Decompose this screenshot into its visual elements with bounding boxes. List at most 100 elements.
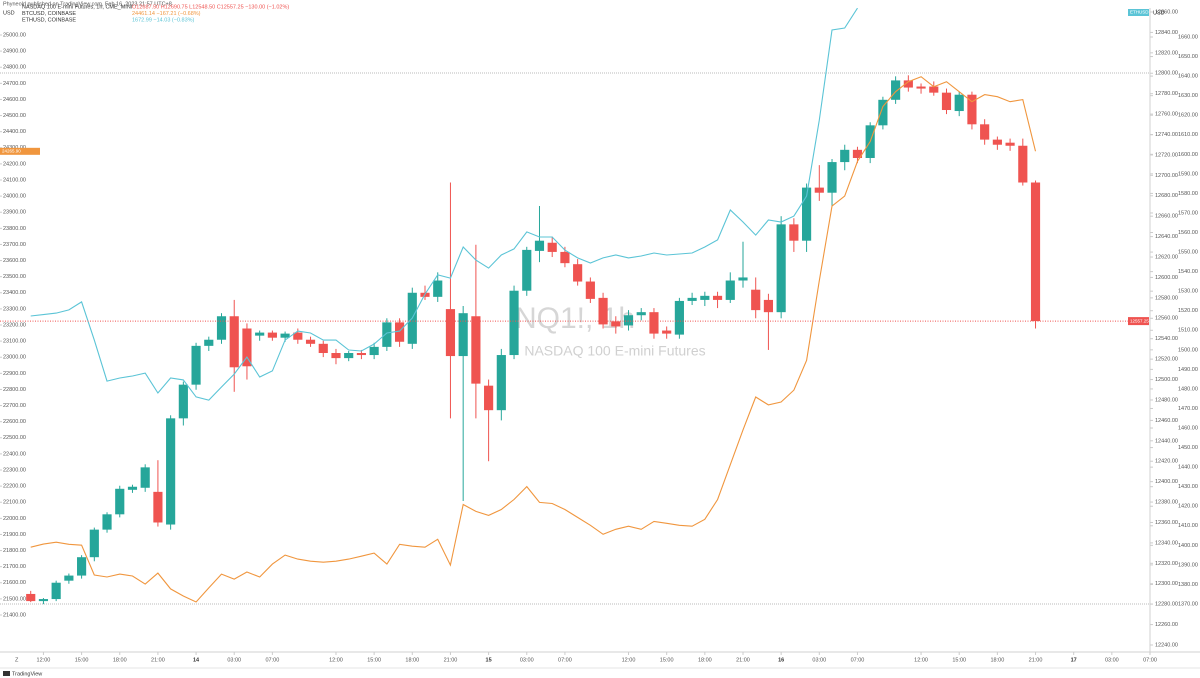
watermark-subtitle: NASDAQ 100 E-mini Futures (524, 343, 705, 359)
left-tick-label: 24500.00 (3, 113, 26, 119)
left-tick-label: 23400.00 (3, 290, 26, 296)
right-tick-label: 1610.00 (1178, 132, 1198, 138)
x-tick-label: 12:00 (622, 657, 636, 663)
candle-body (954, 94, 964, 112)
right-tick-label: 12760.00 (1155, 112, 1178, 118)
right-tick-label: 1520.00 (1178, 308, 1198, 314)
candle-body (522, 249, 532, 291)
candle-body (929, 86, 939, 93)
right-tick-label: 1370.00 (1178, 601, 1198, 607)
right-tick-label: 12240.00 (1155, 642, 1178, 648)
x-tick-label: 15 (486, 657, 492, 663)
x-tick-label: 15:00 (75, 657, 89, 663)
candle-body (445, 309, 456, 357)
candle-body (992, 139, 1002, 145)
candle-body (509, 290, 519, 356)
right-tick-label: 12540.00 (1155, 336, 1178, 342)
candle-body (534, 240, 545, 251)
series-line (30, 76, 1037, 603)
byline: Phyneold published on TradingView.com, F… (3, 1, 172, 7)
series-tag-label: ETHUSD (1130, 10, 1149, 15)
candle-body (814, 187, 824, 193)
candle-body (496, 355, 506, 411)
x-tick-label: 12:00 (914, 657, 928, 663)
candle-body (280, 333, 290, 338)
candle-body (433, 280, 443, 297)
corner-label: Z (15, 657, 19, 663)
left-tick-label: 22000.00 (3, 516, 26, 522)
x-tick-label: 21:00 (151, 657, 165, 663)
left-tick-label: 24200.00 (3, 161, 26, 167)
series-line (30, 8, 858, 401)
x-tick-label: 07:00 (265, 657, 279, 663)
right-tick-label: 12740.00 (1155, 132, 1178, 138)
candle-body (369, 346, 379, 356)
candle-body (649, 312, 659, 334)
candle-body (77, 557, 87, 576)
x-tick-label: 07:00 (558, 657, 572, 663)
candle-body (382, 322, 392, 347)
candle-body (891, 80, 901, 100)
candle-body (204, 339, 214, 346)
right-tick-label: 1540.00 (1178, 269, 1198, 275)
footer: TradingView (12, 671, 42, 677)
candle-body (191, 345, 201, 385)
right-tick-label: 1420.00 (1178, 504, 1198, 510)
left-tick-label: 23600.00 (3, 258, 26, 264)
right-tick-label: 1470.00 (1178, 406, 1198, 412)
right-tick-label: 12580.00 (1155, 295, 1178, 301)
right-tick-label: 12500.00 (1155, 377, 1178, 383)
candle-body (484, 385, 494, 411)
left-tick-label: 22800.00 (3, 387, 26, 393)
right-tick-label: 12600.00 (1155, 275, 1178, 281)
right-tick-label: 1500.00 (1178, 347, 1198, 353)
candle-body (802, 187, 812, 241)
candle-body (458, 313, 468, 357)
x-tick-label: 15:00 (367, 657, 381, 663)
right-tick-label: 1570.00 (1178, 210, 1198, 216)
right-tick-label: 1560.00 (1178, 230, 1198, 236)
right-tick-label: 12700.00 (1155, 173, 1178, 179)
candle-body (903, 80, 913, 88)
right-tick-label: 1640.00 (1178, 74, 1198, 80)
right-tick-label: 12340.00 (1155, 540, 1178, 546)
right-tick-label: 1380.00 (1178, 582, 1198, 588)
candle-body (318, 343, 328, 354)
candle-body (394, 322, 405, 342)
left-tick-label: 23100.00 (3, 339, 26, 345)
series-tag (0, 147, 40, 155)
right-tick-label: 1630.00 (1178, 93, 1198, 99)
left-tick-label: 24900.00 (3, 49, 26, 55)
candle-body (916, 86, 926, 89)
candle-body (115, 488, 125, 515)
left-tick-label: 24000.00 (3, 194, 26, 200)
right-tick-label: 12720.00 (1155, 152, 1178, 158)
left-tick-label: 24400.00 (3, 129, 26, 135)
candle-body (140, 467, 150, 488)
left-tick-label: 22400.00 (3, 451, 26, 457)
legend-name: BTCUSD, COINBASE (22, 11, 76, 17)
right-tick-label: 1620.00 (1178, 113, 1198, 119)
x-tick-label: 21:00 (444, 657, 458, 663)
candle-body (216, 316, 227, 340)
right-tick-label: 1400.00 (1178, 543, 1198, 549)
x-tick-label: 07:00 (851, 657, 865, 663)
left-tick-label: 22600.00 (3, 419, 26, 425)
x-tick-label: 14 (193, 657, 200, 663)
right-tick-label: 12400.00 (1155, 479, 1178, 485)
right-tick-label: 12820.00 (1155, 50, 1178, 56)
candle-body (674, 300, 684, 335)
left-tick-label: 21900.00 (3, 532, 26, 538)
candle-body (547, 242, 557, 252)
candle-body (840, 149, 850, 163)
candle-body (1030, 182, 1041, 322)
legend-name: ETHUSD, COINBASE (22, 17, 76, 23)
x-tick-label: 18:00 (698, 657, 712, 663)
candle-body (789, 224, 799, 241)
left-tick-label: 25000.00 (3, 32, 26, 38)
x-tick-label: 03:00 (812, 657, 826, 663)
left-tick-label: 21800.00 (3, 548, 26, 554)
candle-body (38, 599, 49, 602)
